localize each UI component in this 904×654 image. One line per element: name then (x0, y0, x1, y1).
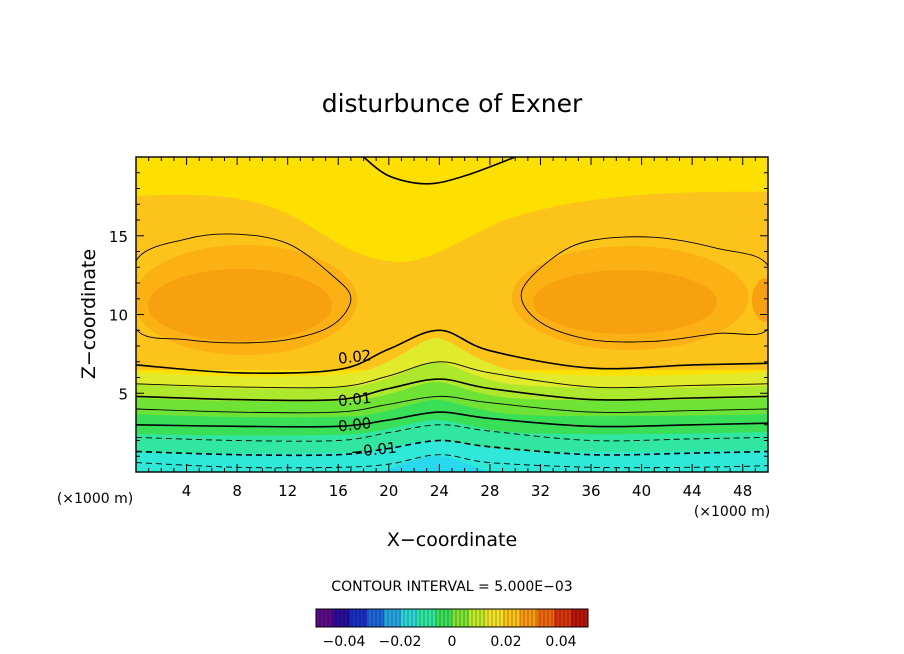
x-tick-label: 12 (278, 482, 297, 500)
contour-line (136, 378, 768, 402)
fill-cyan (380, 456, 490, 472)
contour-line (520, 236, 768, 343)
x-tick-label: 16 (329, 482, 348, 500)
x-tick-label: 4 (182, 482, 192, 500)
chart-title: disturbunce of Exner (322, 89, 583, 118)
colorbar-swatch (384, 609, 402, 627)
colorbar-swatch (452, 609, 470, 627)
contour-line (136, 361, 768, 389)
x-tick-label: 32 (531, 482, 550, 500)
colorbar-swatch (333, 609, 351, 627)
colorbar-tick-label: 0 (448, 634, 457, 650)
contour-line (136, 411, 768, 428)
colorbar-swatch (554, 609, 572, 627)
contour-line (363, 157, 516, 185)
fill-right-orange-core (533, 270, 717, 334)
x-axis-ticks: 4 8 12 16 20 24 28 32 36 40 44 48 (148, 157, 756, 500)
y-tick-label: 10 (109, 307, 128, 325)
colorbar-tick-label: −0.02 (379, 634, 422, 650)
x-tick-label: 48 (733, 482, 752, 500)
colorbar-swatch (418, 609, 436, 627)
x-axis-label: X−coordinate (387, 529, 517, 551)
y-axis-label: Z−coordinate (78, 249, 100, 379)
fill-top-yellow (136, 157, 768, 190)
contour-interval-label: CONTOUR INTERVAL = 5.000E−03 (331, 579, 572, 595)
contour-line (136, 424, 768, 442)
plot-area: 0.020.010.00−0.01 4 8 12 16 20 24 28 32 36 40 44 48… (109, 156, 769, 500)
x-tick-label: 8 (232, 482, 242, 500)
contour-line (136, 329, 768, 375)
colorbar-frame (315, 608, 589, 628)
x-tick-label: 36 (581, 482, 600, 500)
filled-contours (136, 157, 768, 472)
fill-right-edge-core (752, 278, 768, 322)
x-tick-label: 40 (632, 482, 651, 500)
contour-line (136, 233, 352, 344)
colorbar-swatch (350, 609, 368, 627)
y-tick-label: 5 (118, 385, 128, 403)
colorbar-tick-label: 0.02 (490, 634, 521, 650)
contour-label: 0.00 (337, 414, 372, 435)
fill-left-orange-core (148, 269, 332, 341)
y-tick-label: 15 (109, 228, 128, 246)
contour-label: −0.01 (350, 439, 398, 462)
colorbar-tick-label: −0.04 (323, 634, 366, 650)
colorbar-swatch (520, 609, 538, 627)
contour-label: 0.02 (337, 346, 372, 367)
x-axis-unit-right: (×1000 m) (694, 504, 770, 520)
colorbar-swatch (316, 609, 334, 627)
x-tick-label: 28 (480, 482, 499, 500)
colorbar-swatch (469, 609, 487, 627)
contour-label: 0.01 (337, 389, 372, 410)
x-axis-unit-left: (×1000 m) (57, 491, 133, 507)
colorbar-swatch (537, 609, 555, 627)
x-tick-label: 24 (430, 482, 449, 500)
contour-labels: 0.02 0.01 0.00 −0.01 (337, 346, 397, 461)
contour-line (136, 454, 768, 469)
colorbar-tick-label: 0.04 (545, 634, 576, 650)
colorbar-labels: −0.04 −0.02 0 0.02 0.04 (323, 634, 577, 650)
contour-line (136, 395, 768, 414)
colorbar-swatch (401, 609, 419, 627)
colorbar-swatch (486, 609, 504, 627)
contour-lines (136, 157, 768, 469)
x-tick-label: 20 (379, 482, 398, 500)
colorbar (315, 608, 589, 628)
contour-line (136, 439, 768, 457)
x-tick-label: 44 (683, 482, 702, 500)
fill-aqua (136, 440, 768, 472)
y-axis-ticks: 5 10 15 (109, 172, 768, 457)
